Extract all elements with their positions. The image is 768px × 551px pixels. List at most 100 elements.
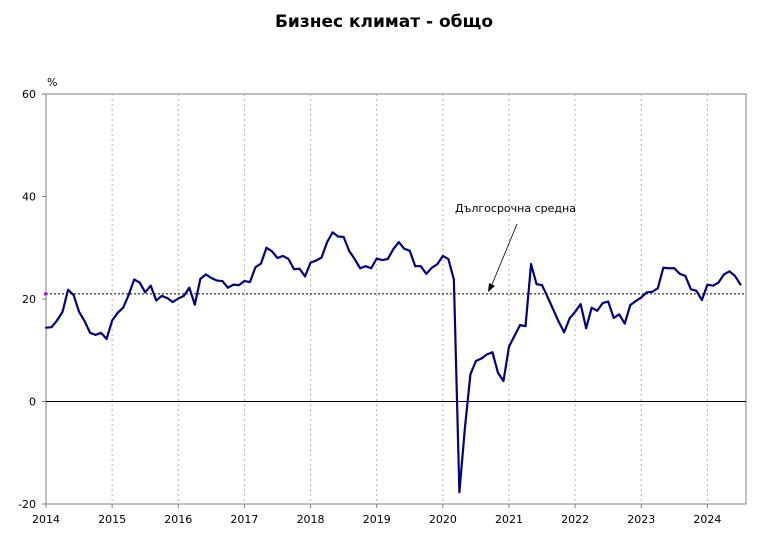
x-tick-label: 2018	[297, 513, 325, 526]
y-tick-label: 0	[29, 396, 36, 409]
data-point	[673, 267, 676, 270]
data-point	[182, 294, 185, 297]
data-point	[226, 286, 229, 289]
y-tick-label: 20	[22, 293, 36, 306]
x-tick-label: 2022	[561, 513, 589, 526]
x-tick-label: 2016	[164, 513, 192, 526]
data-point	[618, 313, 621, 316]
data-point	[320, 256, 323, 259]
data-point	[717, 281, 720, 284]
data-point	[425, 272, 428, 275]
data-point	[662, 266, 665, 269]
series-points	[45, 231, 742, 494]
data-point	[656, 287, 659, 290]
data-point	[496, 371, 499, 374]
annotation-arrow-line	[490, 223, 518, 288]
data-point	[557, 320, 560, 323]
x-tick-label: 2021	[495, 513, 523, 526]
average-start-marker	[44, 292, 47, 296]
data-point	[105, 337, 108, 340]
data-point	[50, 326, 53, 329]
data-point	[353, 258, 356, 261]
data-point	[359, 267, 362, 270]
data-point	[596, 309, 599, 312]
data-point	[348, 249, 351, 252]
data-point	[480, 357, 483, 360]
data-point	[733, 274, 736, 277]
data-point	[695, 289, 698, 292]
data-point	[270, 250, 273, 253]
data-point	[634, 300, 637, 303]
data-point	[370, 267, 373, 270]
data-point	[331, 231, 334, 234]
data-point	[574, 310, 577, 313]
data-point	[138, 281, 141, 284]
chart-title: Бизнес климат - общо	[274, 12, 494, 32]
data-point	[171, 301, 174, 304]
data-point	[149, 284, 152, 287]
data-point	[386, 258, 389, 261]
data-point	[254, 266, 257, 269]
data-point	[282, 254, 285, 257]
data-point	[469, 373, 472, 376]
data-point	[651, 290, 654, 293]
data-point	[177, 297, 180, 300]
data-point	[436, 263, 439, 266]
data-point	[199, 278, 202, 281]
data-point	[552, 308, 555, 311]
data-point	[447, 258, 450, 261]
business-climate-series-line	[45, 231, 742, 494]
data-point	[127, 293, 130, 296]
data-point	[541, 284, 544, 287]
data-point	[739, 283, 742, 286]
y-tick-label: 40	[22, 191, 36, 204]
data-point	[397, 241, 400, 244]
data-point	[524, 325, 527, 328]
data-point	[722, 273, 725, 276]
x-tick-label: 2017	[230, 513, 258, 526]
data-point	[458, 491, 461, 494]
data-point	[265, 246, 268, 249]
data-point	[612, 316, 615, 319]
data-point	[728, 270, 731, 273]
data-point	[452, 278, 455, 281]
data-point	[474, 360, 477, 363]
data-point	[342, 235, 345, 238]
data-point	[563, 331, 566, 334]
data-point	[72, 293, 75, 296]
data-point	[667, 267, 670, 270]
data-point	[408, 249, 411, 252]
data-point	[629, 304, 632, 307]
data-point	[546, 295, 549, 298]
data-point	[144, 291, 147, 294]
data-point	[513, 334, 516, 337]
data-point	[67, 288, 70, 291]
data-point	[535, 283, 538, 286]
data-point	[160, 294, 163, 297]
data-point	[166, 296, 169, 299]
x-tick-label: 2023	[627, 513, 655, 526]
data-point	[287, 258, 290, 261]
data-point	[491, 351, 494, 354]
data-point	[502, 380, 505, 382]
data-point	[111, 319, 114, 322]
x-gridlines	[111, 94, 708, 504]
data-point	[403, 247, 406, 250]
data-point	[61, 310, 64, 313]
data-point	[337, 235, 340, 238]
data-point	[298, 267, 301, 270]
x-tick-label: 2020	[429, 513, 457, 526]
x-tick-label: 2014	[32, 513, 60, 526]
data-point	[45, 326, 47, 329]
data-point	[315, 259, 318, 262]
data-point	[309, 261, 312, 264]
data-point	[441, 254, 444, 257]
data-point	[204, 273, 207, 276]
data-point	[711, 284, 714, 287]
data-point	[430, 266, 433, 269]
data-point	[122, 306, 125, 309]
data-point	[684, 274, 687, 277]
data-point	[623, 322, 626, 325]
y-tick-label: -20	[18, 498, 36, 511]
